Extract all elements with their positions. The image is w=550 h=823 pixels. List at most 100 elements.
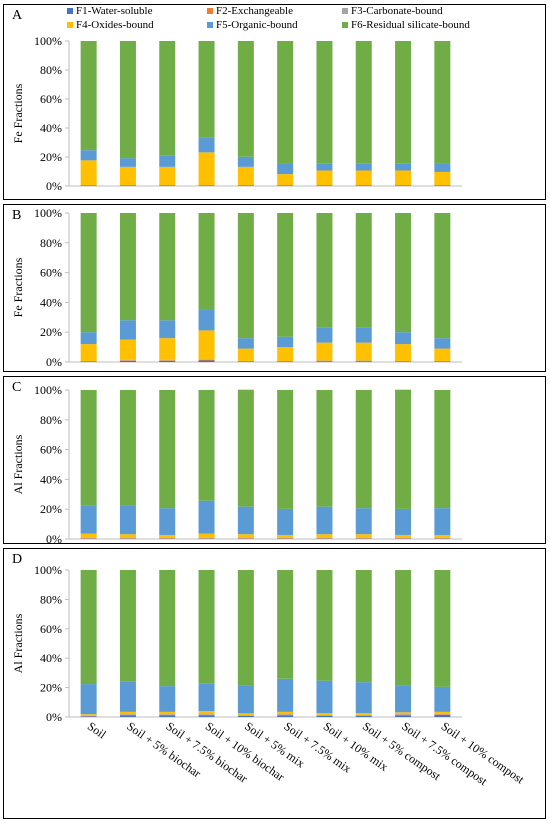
y-tick-label: 60% [40, 443, 62, 457]
bar-segment-soil-5-biochar-f6 [119, 390, 136, 506]
legend-swatch-f3-carbonate-bound [342, 8, 348, 14]
bar-segment-soil-5-compost-f5 [355, 163, 372, 171]
bar-segment-soil-10-mix-f5 [316, 680, 333, 714]
y-tick-label: 100% [34, 206, 62, 220]
bar-segment-soil-5-biochar-f1 [119, 715, 136, 717]
bar-segment-soil-5-biochar-f2 [119, 360, 136, 361]
bar-segment-soil-5-compost-f5 [355, 508, 372, 535]
bar-segment-soil-5-biochar-f5 [119, 681, 136, 712]
legend-swatch-f4-oxides-bound [67, 22, 73, 28]
bar-segment-soil-7-5-biochar-f6 [159, 213, 176, 321]
bar-segment-soil-10-mix-f1 [316, 715, 333, 717]
bar-segment-soil-5-compost-f1 [355, 715, 372, 717]
bar-segment-soil-7-5-mix-f5 [277, 163, 294, 175]
bar-segment-soil-10-compost-f6 [434, 41, 451, 164]
bar-segment-soil-10-biochar-f4 [198, 152, 215, 185]
bar-segment-soil-f4 [80, 160, 97, 185]
legend-swatch-f5-organic-bound [207, 22, 213, 28]
bar-segment-soil-10-biochar-f2 [198, 714, 215, 716]
bar-segment-soil-5-biochar-f4 [119, 166, 136, 185]
bar-segment-soil-10-biochar-f6 [198, 390, 215, 501]
bar-segment-soil-10-mix-f6 [316, 570, 333, 681]
legend-label-f1-water-soluble: F1-Water-soluble [76, 5, 153, 17]
bars [80, 389, 451, 539]
bar-segment-soil-5-compost-f4 [355, 534, 372, 538]
bar-segment-soil-7-5-mix-f4 [277, 347, 294, 361]
panel-b: B 0% 20% 40% 60% 80% 100% Fe Fractions [3, 204, 546, 372]
bar-segment-soil-f5 [80, 150, 97, 161]
bar-segment-soil-f4 [80, 533, 97, 538]
bars [80, 570, 451, 717]
bar-segment-soil-7-5-biochar-f3 [159, 714, 176, 715]
bar-segment-soil-5-compost-f5 [355, 327, 372, 343]
legend-label-f3-carbonate-bound: F3-Carbonate-bound [351, 5, 443, 17]
y-tick-label: 60% [40, 92, 62, 106]
y-axis-label: Al Fractions [11, 434, 25, 494]
bar-segment-soil-7-5-compost-f5 [395, 332, 412, 345]
bar-segment-soil-7-5-compost-f4 [395, 712, 412, 715]
y-tick-label: 80% [40, 413, 62, 427]
y-tick-label: 40% [40, 121, 62, 135]
bar-segment-soil-10-biochar-f5 [198, 137, 215, 153]
bar-segment-soil-10-biochar-f6 [198, 41, 215, 138]
bar-segment-soil-5-biochar-f1 [119, 360, 136, 362]
bar-segment-soil-f6 [80, 41, 97, 151]
y-tick-label: 0% [46, 532, 62, 546]
bar-segment-soil-5-biochar-f5 [119, 320, 136, 340]
bar-segment-soil-7-5-biochar-f6 [159, 41, 176, 156]
bar-segment-soil-7-5-biochar-f5 [159, 320, 176, 339]
bar-segment-soil-7-5-mix-f3 [277, 714, 294, 715]
bar-segment-soil-10-compost-f4 [434, 348, 451, 361]
bar-segment-soil-7-5-compost-f4 [395, 344, 412, 361]
bar-segment-soil-10-biochar-f4 [198, 711, 215, 715]
bar-segment-soil-7-5-mix-f1 [277, 715, 294, 717]
bar-segment-soil-5-compost-f4 [355, 342, 372, 361]
legend-label-f5-organic-bound: F5-Organic-bound [216, 19, 298, 31]
y-axis-label: Fe Fractions [11, 83, 25, 143]
bar-segment-soil-5-mix-f6 [237, 213, 254, 339]
y-tick-label: 20% [40, 150, 62, 164]
bar-segment-soil-5-mix-f5 [237, 506, 254, 535]
bar-segment-soil-7-5-compost-f5 [395, 163, 412, 171]
y-tick-label: 0% [46, 710, 62, 724]
bar-segment-soil-5-biochar-f4 [119, 339, 136, 360]
y-tick-label: 60% [40, 266, 62, 280]
bar-segment-soil-5-compost-f4 [355, 170, 372, 185]
bar-segment-soil-7-5-compost-f3 [395, 714, 412, 715]
panel-frame [3, 204, 546, 372]
y-tick-label: 40% [40, 472, 62, 486]
bar-segment-soil-7-5-biochar-f4 [159, 534, 176, 538]
bar-segment-soil-f6 [80, 213, 97, 333]
bar-segment-soil-5-compost-f6 [355, 41, 372, 164]
bar-segment-soil-5-compost-f1 [355, 361, 372, 362]
bar-segment-soil-10-biochar-f4 [198, 330, 215, 360]
bar-segment-soil-10-biochar-f3 [198, 714, 215, 715]
panel-d: D 0% 20% 40% 60% 80% 100% Al Fractions [3, 548, 546, 819]
bar-segment-soil-10-mix-f6 [316, 390, 333, 507]
y-tick-label: 40% [40, 651, 62, 665]
bars [80, 213, 451, 362]
bar-segment-soil-7-5-compost-f5 [395, 508, 412, 535]
bar-segment-soil-7-5-mix-f6 [277, 213, 294, 337]
bar-segment-soil-10-biochar-f1 [198, 360, 215, 362]
bar-segment-soil-7-5-compost-f6 [395, 213, 412, 333]
bar-segment-soil-10-compost-f1 [434, 714, 451, 717]
y-tick-label: 20% [40, 325, 62, 339]
bar-segment-soil-5-mix-f5 [237, 156, 254, 167]
bar-segment-soil-f6 [80, 390, 97, 506]
y-tick-label: 20% [40, 502, 62, 516]
bar-segment-soil-10-biochar-f5 [198, 500, 215, 534]
bar-segment-soil-7-5-biochar-f6 [159, 390, 176, 509]
bar-segment-soil-f4 [80, 714, 97, 716]
bar-segment-soil-10-mix-f1 [316, 361, 333, 362]
y-tick-label: 80% [40, 236, 62, 250]
bar-segment-soil-5-biochar-f2 [119, 714, 136, 716]
bar-segment-soil-7-5-biochar-f5 [159, 508, 176, 535]
bar-segment-soil-10-mix-f5 [316, 163, 333, 171]
bar-segment-soil-7-5-mix-f4 [277, 174, 294, 185]
bar-segment-soil-f1 [80, 716, 97, 717]
bar-segment-soil-5-compost-f6 [355, 390, 372, 509]
panel-frame [3, 376, 546, 544]
bar-segment-soil-5-mix-f6 [237, 389, 254, 507]
panel-a: A 0% 20% 40% 60% 80% 100% Fe Fractions [3, 4, 546, 200]
